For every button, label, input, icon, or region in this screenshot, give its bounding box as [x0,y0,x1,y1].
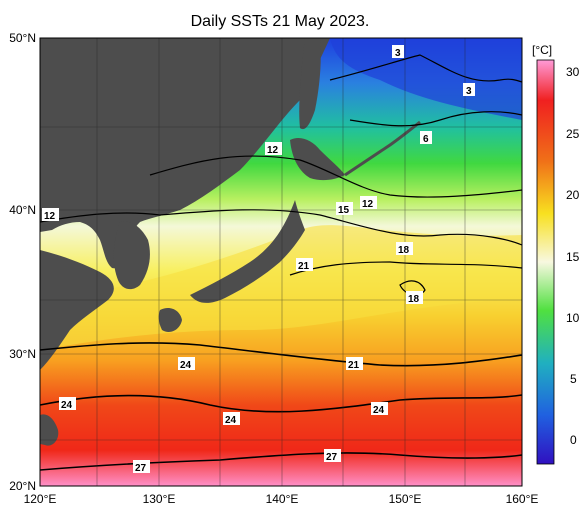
lon-label: 130°E [143,492,176,506]
latitude-labels: 50°N 40°N 30°N 20°N [9,31,36,493]
colorbar-ticks: 30 25 20 15 10 5 0 [566,65,580,447]
cold-northeast-water [330,38,522,120]
colorbar-tick: 30 [566,65,580,79]
colorbar-tick: 15 [566,250,580,264]
colorbar-unit: [°C] [532,43,552,57]
isotherm-labels: 3 3 6 12 12 12 15 18 18 21 21 24 24 24 2… [42,45,475,474]
isotherm-contours [39,54,523,471]
small-island [187,123,193,129]
colorbar-tick: 5 [570,372,577,386]
longitude-labels: 120°E 130°E 140°E 150°E 160°E [24,492,539,506]
colorbar-tick: 0 [570,433,577,447]
colorbar-tick: 25 [566,127,580,141]
colorbar-tick: 20 [566,188,580,202]
map-frame [39,37,523,487]
isotherm-label: 12 [362,199,374,210]
korea-peninsula [113,221,150,290]
isotherm-label: 27 [135,463,147,474]
isotherm-label: 12 [267,145,279,156]
isotherm-label: 12 [44,211,56,222]
isotherm-label: 15 [338,205,350,216]
kuril-islands [344,120,421,177]
isotherm-label: 24 [373,405,385,416]
isotherm-label: 6 [423,134,429,145]
isotherm-label: 24 [180,360,192,371]
asia-landmass [40,38,330,269]
isotherm-label: 3 [466,86,472,97]
isotherm-label: 24 [225,415,237,426]
kyushu-island [158,308,182,332]
hokkaido-island [290,138,345,181]
isotherm-label: 24 [61,400,73,411]
lon-label: 120°E [24,492,57,506]
map-title: Daily SSTs 21 May 2023. [191,13,370,30]
lat-label: 40°N [9,203,36,217]
graticule [40,38,522,486]
lon-label: 140°E [266,492,299,506]
colorbar-tick: 10 [566,311,580,325]
isotherm-label: 27 [326,452,338,463]
lat-label: 50°N [9,31,36,45]
isotherm-label: 3 [395,48,401,59]
lat-label: 30°N [9,347,36,361]
lon-label: 160°E [506,492,539,506]
isotherm-label: 21 [298,261,310,272]
taiwan-island [40,414,59,446]
lon-label: 150°E [389,492,422,506]
lat-label: 20°N [9,479,36,493]
colorbar [536,59,555,465]
isotherm-label: 18 [398,245,410,256]
isotherm-label: 18 [408,294,420,305]
sakhalin-island [299,38,321,130]
isotherm-label: 21 [348,360,360,371]
china-coast [40,250,114,370]
